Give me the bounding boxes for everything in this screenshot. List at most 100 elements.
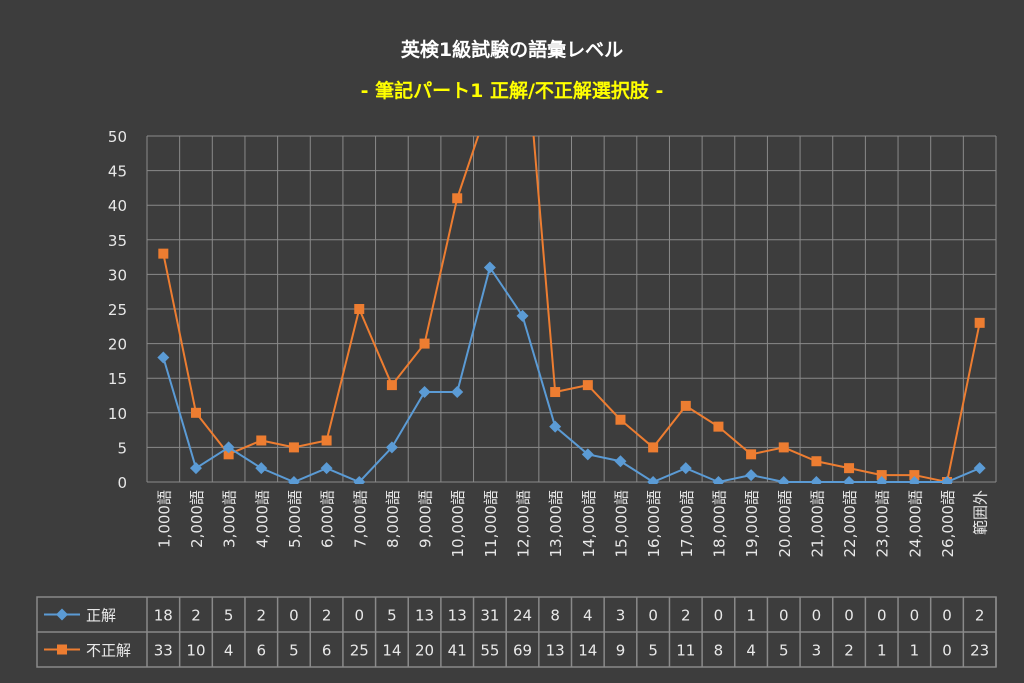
data-point-square xyxy=(974,317,985,328)
table-cell: 14 xyxy=(382,642,401,660)
y-tick-label: 5 xyxy=(117,439,127,457)
y-tick-label: 10 xyxy=(108,405,127,423)
data-point-diamond xyxy=(320,462,333,475)
table-cell: 2 xyxy=(322,607,332,625)
data-point-diamond xyxy=(451,386,464,399)
x-tick-label: 範囲外 xyxy=(972,490,990,535)
series-line-incorrect xyxy=(162,136,981,484)
y-tick-label: 25 xyxy=(108,301,127,319)
data-point-diamond xyxy=(679,462,692,475)
table-cell: 2 xyxy=(257,607,267,625)
table-cell: 13 xyxy=(415,607,434,625)
data-point-square xyxy=(746,449,757,460)
table-cell: 0 xyxy=(942,607,952,625)
table-cell: 5 xyxy=(224,607,234,625)
table-cell: 11 xyxy=(676,642,695,660)
legend-label: 正解 xyxy=(86,607,116,625)
table-cell: 31 xyxy=(480,607,499,625)
table-cell: 6 xyxy=(257,642,267,660)
data-point-square xyxy=(778,442,789,453)
data-point-diamond xyxy=(777,476,790,484)
data-point-square xyxy=(158,248,169,259)
data-point-square xyxy=(452,193,463,204)
y-axis: 0 5 10 15 20 25 30 35 40 45 50 xyxy=(108,128,127,492)
data-point-square xyxy=(713,421,724,432)
data-point-diamond xyxy=(810,476,823,484)
x-tick-label: 14,000語 xyxy=(580,490,598,558)
table-cell: 3 xyxy=(812,642,822,660)
data-point-square xyxy=(680,400,691,411)
table-cell: 25 xyxy=(350,642,369,660)
table-cell: 0 xyxy=(354,607,364,625)
data-point-diamond xyxy=(745,469,758,482)
x-tick-label: 1,000語 xyxy=(155,490,173,548)
data-point-square xyxy=(648,442,659,453)
x-tick-label: 26,000語 xyxy=(939,490,957,558)
x-tick-label: 19,000語 xyxy=(743,490,761,558)
table-cell: 6 xyxy=(322,642,332,660)
data-point-diamond xyxy=(973,462,986,475)
data-point-diamond xyxy=(875,476,888,484)
table-cell: 4 xyxy=(583,607,593,625)
y-tick-label: 15 xyxy=(108,370,127,388)
table-cell: 2 xyxy=(191,607,201,625)
table-cell: 10 xyxy=(186,642,205,660)
data-point-square xyxy=(386,380,397,391)
table-cell: 0 xyxy=(910,607,920,625)
x-axis: 1,000語 2,000語 3,000語 4,000語 5,000語 6,000語 7,00… xyxy=(155,490,989,558)
x-tick-label: 12,000語 xyxy=(515,490,533,558)
data-point-diamond xyxy=(647,476,660,484)
table-cell: 5 xyxy=(387,607,397,625)
x-tick-label: 3,000語 xyxy=(221,490,239,548)
y-tick-label: 50 xyxy=(108,128,127,146)
table-cell: 41 xyxy=(448,642,467,660)
table-cell: 23 xyxy=(970,642,989,660)
y-tick-label: 35 xyxy=(108,232,127,250)
table-cell: 69 xyxy=(513,642,532,660)
y-tick-label: 20 xyxy=(108,336,127,354)
data-point-diamond xyxy=(614,455,627,468)
table-cell: 0 xyxy=(942,642,952,660)
data-point-diamond xyxy=(581,448,594,461)
y-tick-label: 0 xyxy=(117,474,127,492)
table-cell: 5 xyxy=(648,642,658,660)
x-tick-label: 22,000語 xyxy=(841,490,859,558)
table-cell: 1 xyxy=(910,642,920,660)
x-tick-label: 20,000語 xyxy=(776,490,794,558)
data-point-square xyxy=(615,414,626,425)
table-cell: 1 xyxy=(746,607,756,625)
x-tick-label: 23,000語 xyxy=(874,490,892,558)
data-point-diamond xyxy=(56,608,68,621)
table-cell: 4 xyxy=(224,642,234,660)
y-tick-label: 30 xyxy=(108,266,127,284)
table-cell: 8 xyxy=(550,607,560,625)
data-point-diamond xyxy=(843,476,856,484)
data-point-square xyxy=(419,338,430,349)
data-point-diamond xyxy=(157,351,170,364)
table-cell: 55 xyxy=(480,642,499,660)
series-group xyxy=(157,136,986,484)
x-tick-label: 7,000語 xyxy=(351,490,369,548)
x-tick-label: 8,000語 xyxy=(384,490,402,548)
chart-title: 英検1級試験の語彙レベル xyxy=(401,38,623,61)
table-cell: 5 xyxy=(289,642,299,660)
gridlines xyxy=(146,135,997,483)
x-tick-label: 4,000語 xyxy=(253,490,271,548)
x-tick-label: 11,000語 xyxy=(482,490,500,558)
data-point-square xyxy=(256,435,267,446)
table-cell: 0 xyxy=(812,607,822,625)
data-point-diamond xyxy=(255,462,268,475)
table-cell: 13 xyxy=(546,642,565,660)
data-point-square xyxy=(190,407,201,418)
table-cell: 20 xyxy=(415,642,434,660)
data-point-diamond xyxy=(549,420,562,433)
table-cell: 1 xyxy=(877,642,887,660)
data-point-diamond xyxy=(222,441,235,454)
x-tick-label: 24,000語 xyxy=(906,490,924,558)
table-cell: 2 xyxy=(844,642,854,660)
data-point-diamond xyxy=(189,462,202,475)
data-point-square xyxy=(811,456,822,467)
data-point-square xyxy=(550,387,561,398)
